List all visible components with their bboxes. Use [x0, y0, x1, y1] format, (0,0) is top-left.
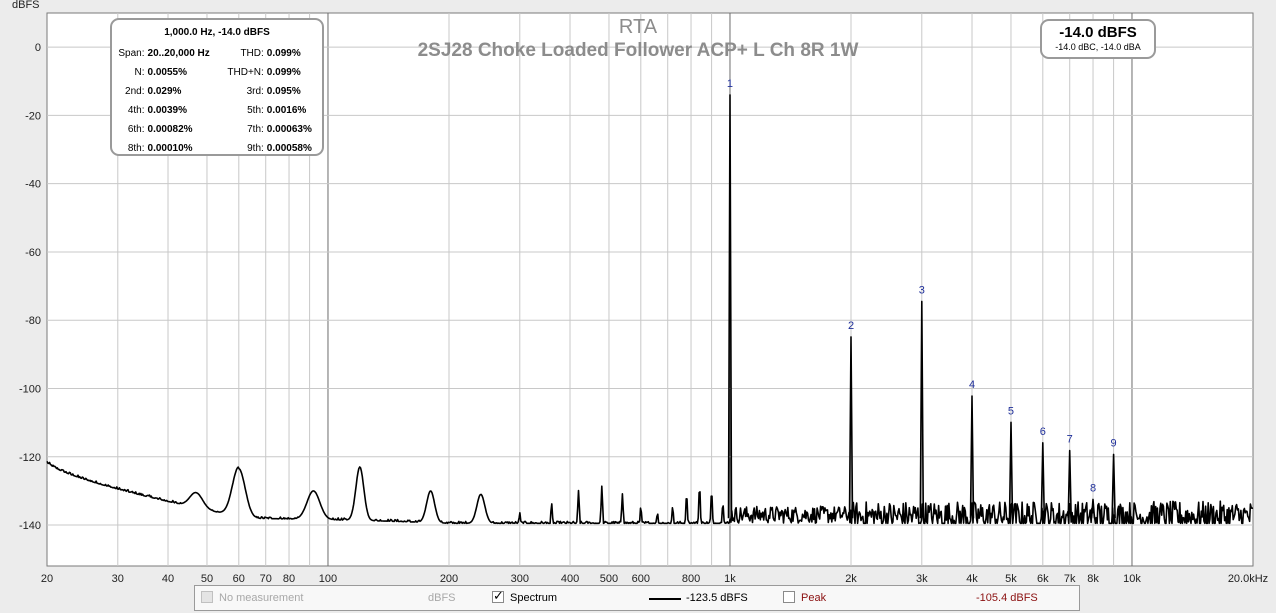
y-tick-label: -20 [25, 110, 41, 122]
info-label: 6th: [127, 124, 145, 135]
y-tick-label: -140 [19, 520, 41, 532]
info-label: THD+N: [227, 67, 264, 78]
info-value: 0.0016% [266, 105, 307, 116]
spectrum-checkbox[interactable]: ✓ [492, 588, 504, 603]
spectrum-line-swatch [649, 598, 681, 600]
peak-checkbox[interactable] [783, 591, 795, 603]
x-tick-label: 40 [162, 573, 174, 585]
info-value: 0.029% [147, 86, 182, 97]
x-tick-label: 20.0kHz [1228, 573, 1268, 585]
y-tick-label: -60 [25, 247, 41, 259]
x-tick-label: 30 [112, 573, 124, 585]
info-row: 2nd: 0.029% 3rd: 0.095% [112, 82, 322, 101]
spectrum-trace [46, 94, 1254, 525]
x-tick-label: 400 [561, 573, 579, 585]
info-row: Span: 20..20,000 Hz THD: 0.099% [112, 44, 322, 63]
x-tick-label: 3k [916, 573, 928, 585]
x-tick-label: 4k [966, 573, 978, 585]
level-main: -14.0 dBFS [1059, 24, 1137, 41]
spectrum-value: -123.5 dBFS [686, 592, 748, 604]
x-tick-label: 1k [724, 573, 736, 585]
harmonic-label: 3 [919, 284, 925, 296]
harmonic-label: 1 [727, 78, 733, 90]
x-tick-label: 5k [1005, 573, 1017, 585]
info-label: 9th: [247, 143, 264, 154]
info-value: 0.00058% [266, 143, 312, 154]
info-value: 0.099% [266, 48, 301, 59]
level-sub: -14.0 dBC, -14.0 dBA [1055, 42, 1141, 52]
harmonic-label: 2 [848, 320, 854, 332]
x-tick-label: 6k [1037, 573, 1049, 585]
spectrum-label: Spectrum [510, 592, 558, 604]
harmonic-label: 7 [1067, 434, 1073, 446]
info-label: 4th: [127, 105, 145, 116]
x-tick-label: 300 [511, 573, 529, 585]
info-value: 0.00010% [147, 143, 193, 154]
info-row: N: 0.0055% THD+N: 0.099% [112, 63, 322, 82]
info-label: 7th: [247, 124, 264, 135]
x-tick-label: 800 [682, 573, 700, 585]
x-tick-label: 500 [600, 573, 618, 585]
y-tick-label: -40 [25, 179, 41, 191]
x-tick-label: 200 [440, 573, 458, 585]
harmonic-label: 5 [1008, 405, 1014, 417]
info-label: 8th: [127, 143, 145, 154]
y-tick-labels: 0 -20 -40 -60 -80 -100 -120 -140 [19, 42, 41, 532]
info-label: Span: [118, 48, 145, 59]
info-value: 0.095% [266, 86, 301, 97]
y-tick-label: 0 [35, 42, 41, 54]
distortion-info-box: 1,000.0 Hz, -14.0 dBFS Span: 20..20,000 H… [110, 18, 324, 156]
info-value: 0.00082% [147, 124, 193, 135]
chart-subtitle: 2SJ28 Choke Loaded Follower ACP+ L Ch 8R… [418, 40, 859, 61]
info-value: 20..20,000 Hz [147, 48, 210, 59]
info-value: 0.0055% [147, 67, 187, 78]
check-icon: ✓ [493, 588, 504, 603]
x-tick-label: 10k [1123, 573, 1141, 585]
harmonic-label: 8 [1090, 482, 1096, 494]
y-axis-label: dBFS [12, 0, 40, 11]
x-tick-label: 8k [1087, 573, 1099, 585]
info-value: 0.0039% [147, 105, 187, 116]
x-tick-label: 80 [283, 573, 295, 585]
no-measurement-unit: dBFS [428, 592, 456, 604]
info-label: 5th: [247, 105, 264, 116]
y-tick-label: -80 [25, 315, 41, 327]
info-label: THD: [240, 48, 264, 59]
info-value: 0.00063% [266, 124, 312, 135]
x-tick-label: 70 [260, 573, 272, 585]
no-measurement-label: No measurement [219, 592, 304, 604]
x-tick-label: 60 [233, 573, 245, 585]
info-label: N: [134, 67, 145, 78]
harmonic-labels: 1 2 3 4 5 6 7 8 9 [727, 78, 1117, 495]
x-tick-label: 7k [1064, 573, 1076, 585]
no-measurement-checkbox[interactable] [201, 591, 213, 603]
chart-title: RTA [619, 16, 658, 38]
info-row: 4th: 0.0039% 5th: 0.0016% [112, 101, 322, 120]
info-value: 0.099% [266, 67, 301, 78]
peak-value: -105.4 dBFS [976, 592, 1038, 604]
harmonic-label: 6 [1040, 426, 1046, 438]
info-label: 3rd: [246, 86, 264, 97]
x-tick-label: 20 [41, 573, 53, 585]
info-row: 8th: 0.00010% 9th: 0.00058% [112, 139, 322, 158]
level-readout-box: -14.0 dBFS -14.0 dBC, -14.0 dBA [1040, 19, 1156, 59]
y-tick-label: -100 [19, 383, 41, 395]
x-tick-labels: 20 30 40 50 60 70 80 100 200 300 400 500 600 800 1k 2k 3… [41, 573, 1268, 585]
y-tick-label: -120 [19, 452, 41, 464]
x-tick-label: 2k [845, 573, 857, 585]
info-header: 1,000.0 Hz, -14.0 dBFS [164, 27, 270, 38]
x-tick-label: 600 [632, 573, 650, 585]
peak-label: Peak [801, 592, 827, 604]
x-grid [117, 13, 1133, 566]
info-label: 2nd: [125, 86, 145, 97]
legend-bar: No measurement dBFS ✓ Spectrum -123.5 dB… [194, 585, 1080, 611]
info-row: 6th: 0.00082% 7th: 0.00063% [112, 120, 322, 139]
x-tick-label: 100 [319, 573, 337, 585]
harmonic-label: 4 [969, 379, 975, 391]
harmonic-label: 9 [1111, 437, 1117, 449]
x-tick-label: 50 [201, 573, 213, 585]
